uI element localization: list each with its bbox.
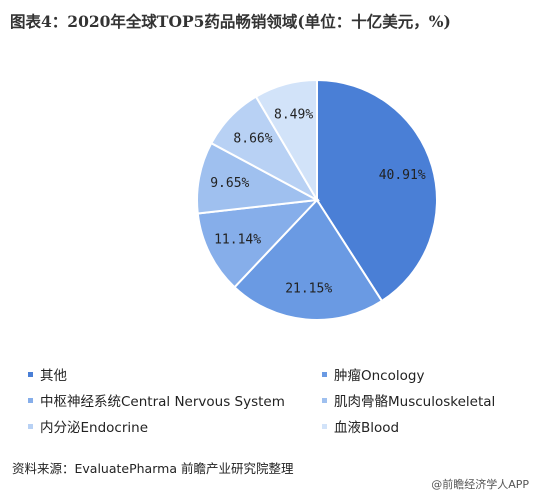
- legend-item-other[interactable]: 其他: [28, 364, 67, 384]
- legend-swatch: [28, 423, 33, 429]
- chart-title: 图表4：2020年全球TOP5药品畅销领域(单位：十亿美元，%): [10, 12, 451, 31]
- legend-item-oncology[interactable]: 肿瘤Oncology: [322, 364, 424, 384]
- pie-label-cns: 11.14%: [214, 233, 261, 248]
- legend-item-endocrine[interactable]: 内分泌Endocrine: [28, 416, 148, 436]
- pie-labels: 40.91% 21.15% 11.14% 9.65% 8.66%8.49%: [210, 107, 426, 296]
- footer-brand: @前瞻经济学人APP: [431, 478, 529, 491]
- pie-label-oncology: 21.15%: [285, 281, 332, 296]
- legend-label: 肿瘤Oncology: [334, 368, 425, 384]
- legend-label: 其他: [40, 368, 67, 384]
- pie-slices: [196, 78, 438, 321]
- pie-slice-blood[interactable]: [254, 78, 318, 204]
- pie-chart: 40.91% 21.15% 11.14% 9.65% 8.66%8.49%: [196, 78, 438, 321]
- legend-label: 肌肉骨骼Musculoskeletal: [334, 394, 496, 410]
- source-note: 资料来源：EvaluatePharma 前瞻产业研究院整理: [12, 461, 294, 476]
- legend-swatch: [322, 423, 327, 429]
- legend-swatch: [28, 371, 33, 377]
- pie-label-endocrine: 8.66%: [233, 132, 272, 147]
- pie-slice-oncology[interactable]: [233, 198, 384, 321]
- pie-label-musculoskeletal: 9.65%: [210, 176, 249, 191]
- pie-slice-cns[interactable]: [196, 198, 320, 289]
- pie-label-other: 40.91%: [379, 168, 426, 183]
- legend-item-blood[interactable]: 血液Blood: [322, 416, 399, 436]
- legend-label: 内分泌Endocrine: [40, 420, 148, 436]
- legend-swatch: [322, 397, 327, 403]
- legend-swatch: [322, 371, 327, 377]
- legend-swatch: [28, 397, 33, 403]
- pie-label-blood: 8.49%: [274, 107, 313, 122]
- legend-item-cns[interactable]: 中枢神经系统Central Nervous System: [28, 390, 285, 410]
- legend-label: 中枢神经系统Central Nervous System: [40, 394, 285, 410]
- legend-item-musculoskeletal[interactable]: 肌肉骨骼Musculoskeletal: [322, 390, 495, 410]
- legend-label: 血液Blood: [334, 420, 400, 436]
